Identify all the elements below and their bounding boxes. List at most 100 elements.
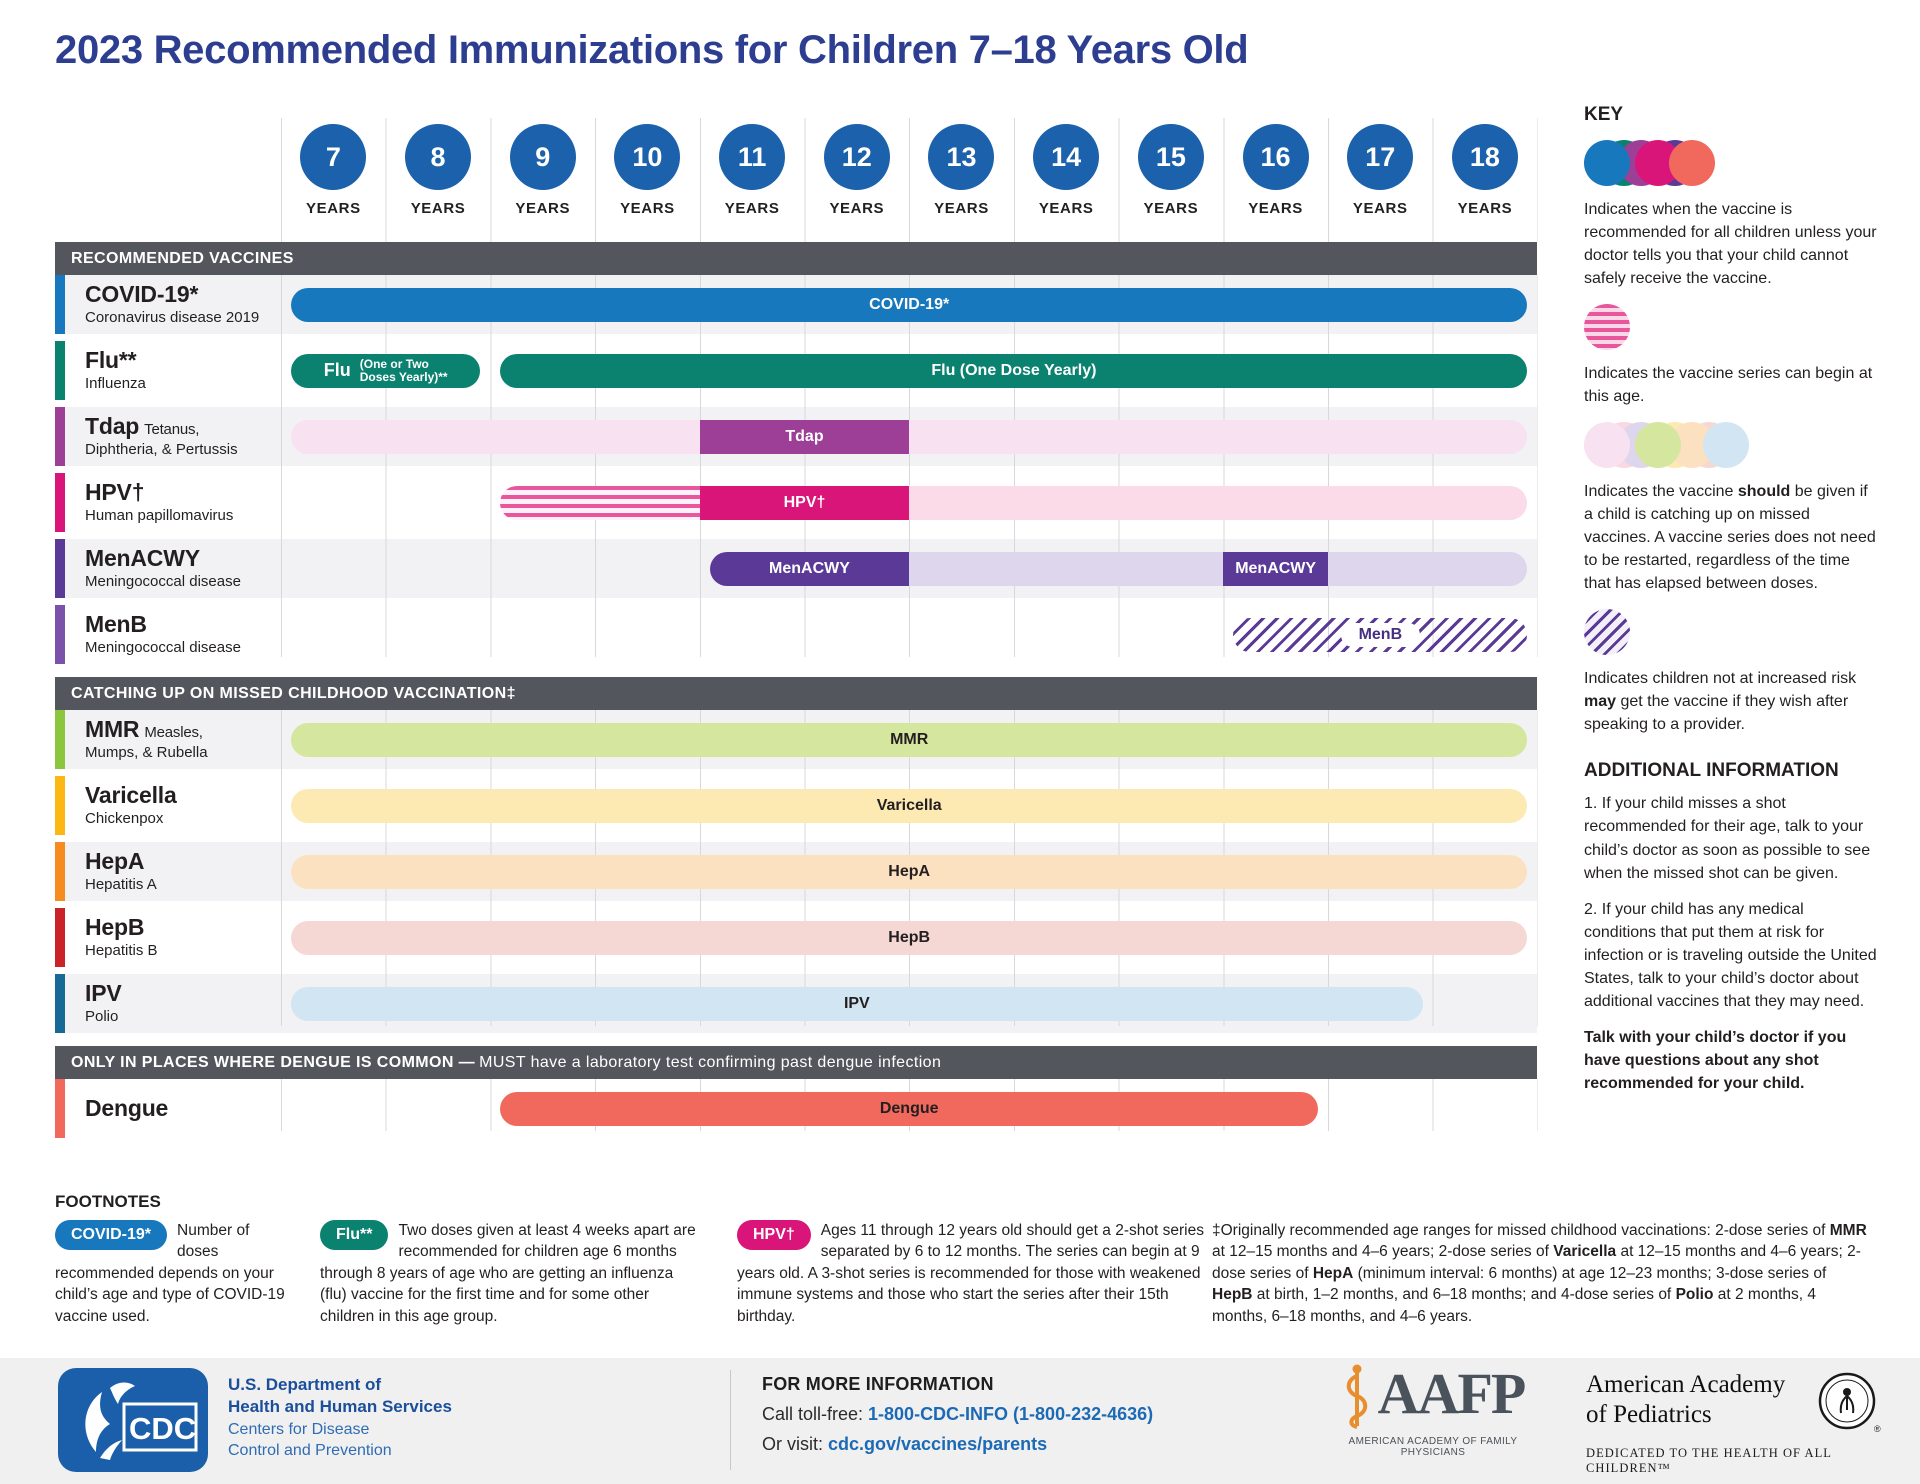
row-grid-varicella: Varicella: [281, 776, 1537, 835]
row-name-text: IPV: [85, 979, 122, 1006]
aap-emblem-icon: ®: [1818, 1372, 1881, 1434]
row-menb: MenB Meningococcal disease MenB: [55, 605, 1537, 664]
row-label-hepb: HepB Hepatitis B: [85, 914, 277, 961]
text-run: ONLY IN PLACES WHERE DENGUE IS COMMON —: [71, 1053, 476, 1071]
age-years-label: YEARS: [934, 200, 989, 217]
section-header-dengue: ONLY IN PLACES WHERE DENGUE IS COMMON — …: [55, 1046, 1537, 1079]
row-name-text: Varicella: [85, 781, 177, 808]
row-dengue: Dengue Dengue: [55, 1079, 1537, 1138]
row-subtitle: Meningococcal disease: [85, 639, 241, 657]
age-years-label: YEARS: [829, 200, 885, 217]
age-column-14: 14 YEARS: [1014, 124, 1119, 242]
row-name-varicella: Varicella: [85, 781, 277, 809]
section-header-catchup: CATCHING UP ON MISSED CHILDHOOD VACCINAT…: [55, 677, 1537, 710]
row-label-varicella: Varicella Chickenpox: [85, 781, 277, 829]
bar-flu-1: Flu (One Dose Yearly): [500, 353, 1528, 388]
bar-label: Flu (One Dose Yearly): [931, 361, 1097, 379]
text-run: Indicates the vaccine: [1584, 483, 1738, 501]
phone-link[interactable]: 1-800-CDC-INFO (1-800-232-4636): [868, 1404, 1154, 1424]
aafp-wordmark: AAFP: [1377, 1361, 1527, 1426]
bar-label: MMR: [890, 730, 929, 748]
footnotes-heading: FOOTNOTES: [55, 1192, 161, 1211]
chart-sections: RECOMMENDED VACCINES COVID-19* Coronavirus…: [55, 242, 1538, 1138]
bar-menacwy-0: MenACWY: [709, 551, 910, 586]
bar-label: HepA: [888, 862, 931, 880]
bar-covid19-0: COVID-19*: [291, 287, 1528, 322]
age-column-16: 16 YEARS: [1223, 124, 1328, 242]
bar-label: IPV: [843, 994, 870, 1012]
row-hepb: HepB Hepatitis B HepB: [55, 908, 1537, 967]
row-label-tdap: Tdap Tetanus, Diphtheria, & Pertussis: [85, 412, 277, 460]
key-item-text: Indicates the vaccine should be given if…: [1584, 480, 1880, 595]
row-ipv: IPV Polio IPV: [55, 974, 1537, 1033]
bar-label: COVID-19*: [869, 295, 950, 313]
bar-hpv-2: [909, 485, 1528, 520]
age-circle-9: 9: [509, 124, 576, 190]
age-circle-14: 14: [1033, 124, 1100, 190]
additional-info-heading: ADDITIONAL INFORMATION: [1584, 760, 1839, 782]
bar-label: Varicella: [876, 796, 942, 814]
row-accent-tdap: [55, 407, 65, 466]
row-label-flu: Flu** Influenza: [85, 346, 277, 394]
footnote-pill-3: HPV†: [737, 1220, 811, 1251]
age-years-label: YEARS: [1457, 200, 1513, 217]
key-circle: [1584, 422, 1630, 469]
text-run: at 12–15 months and 4–6 years; 2-dose se…: [1212, 1243, 1554, 1261]
key-hatched-circle: [1584, 609, 1880, 656]
age-column-9: 9 YEARS: [490, 124, 595, 242]
cdc-line1: Centers for Disease: [228, 1420, 370, 1438]
row-name-dengue: Dengue: [85, 1095, 277, 1122]
row-subtitle: Chickenpox: [85, 810, 164, 828]
bar-label: HepB: [888, 928, 931, 946]
key-solid-circles: [1584, 140, 1880, 186]
row-subtitle: Influenza: [85, 375, 146, 393]
key-circle: [1635, 422, 1681, 469]
row-name-hpv: HPV†: [85, 478, 277, 506]
text-run: HepB: [1212, 1286, 1253, 1304]
row-name-text: Flu**: [85, 346, 137, 373]
age-years-label: YEARS: [1143, 200, 1199, 217]
row-accent-mmr: [55, 710, 65, 769]
bar-menb-0: MenB: [1233, 617, 1528, 652]
text-run: Talk with your child’s doctor if you hav…: [1584, 1028, 1847, 1092]
key-item-2: Indicates the vaccine series can begin a…: [1584, 304, 1880, 408]
bar-label: Tdap: [785, 427, 824, 445]
bar-label-small: (One or Two Doses Yearly)**: [359, 357, 448, 384]
row-subtitle: Mumps, & Rubella: [85, 744, 208, 762]
text-run: ‡Originally recommended age ranges for m…: [1212, 1222, 1830, 1239]
bar-ipv-0: IPV: [291, 986, 1423, 1021]
key-striped-circle: [1584, 304, 1630, 351]
row-subtitle: Human papillomavirus: [85, 507, 234, 525]
row-name-text: HepA: [85, 847, 145, 874]
key-circle: [1584, 140, 1630, 186]
cdc-logo: CDC: [58, 1368, 208, 1477]
aafp-caption: AMERICAN ACADEMY OF FAMILY PHYSICIANS: [1348, 1436, 1518, 1458]
age-column-7: 7 YEARS: [281, 124, 386, 242]
hhs-line1: U.S. Department of: [228, 1375, 382, 1394]
aafp-caduceus-icon: [1346, 1364, 1367, 1429]
row-name-text: Tdap: [85, 412, 140, 439]
age-years-label: YEARS: [515, 200, 571, 217]
row-menacwy: MenACWY Meningococcal disease MenACWY MenAC…: [55, 539, 1537, 598]
bar-varicella-0: Varicella: [291, 788, 1528, 823]
age-circle-12: 12: [823, 124, 890, 190]
cdc-website-link[interactable]: cdc.gov/vaccines/parents: [828, 1434, 1048, 1454]
row-hepa: HepA Hepatitis A HepA: [55, 842, 1537, 901]
row-grid-flu: Flu (One or Two Doses Yearly)** Flu (One Do…: [281, 341, 1537, 400]
bar-label-pill: MenB: [1340, 622, 1421, 647]
row-tdap: Tdap Tetanus, Diphtheria, & Pertussis Tdap: [55, 407, 1537, 466]
age-column-11: 11 YEARS: [700, 124, 805, 242]
row-name-hepa: HepA: [85, 847, 277, 875]
age-circle-13: 13: [928, 124, 995, 190]
aap-logo: American Academy of Pediatrics ® DEDICAT…: [1586, 1370, 1882, 1476]
row-subtitle: Coronavirus disease 2019: [85, 309, 260, 327]
row-name-menb: MenB: [85, 611, 277, 638]
text-run: at 12–15 months and 4–6 years; 2-dose se…: [1212, 1243, 1861, 1282]
bar-label-small-line: Doses Yearly)**: [359, 369, 448, 384]
text-run: RECOMMENDED VACCINES: [71, 249, 294, 267]
more-information: FOR MORE INFORMATION Call toll-free: 1-8…: [762, 1374, 1153, 1455]
age-circle-10: 10: [614, 124, 681, 190]
row-name-text: HPV†: [85, 478, 145, 505]
row-grid-menacwy: MenACWY MenACWY: [281, 539, 1537, 598]
